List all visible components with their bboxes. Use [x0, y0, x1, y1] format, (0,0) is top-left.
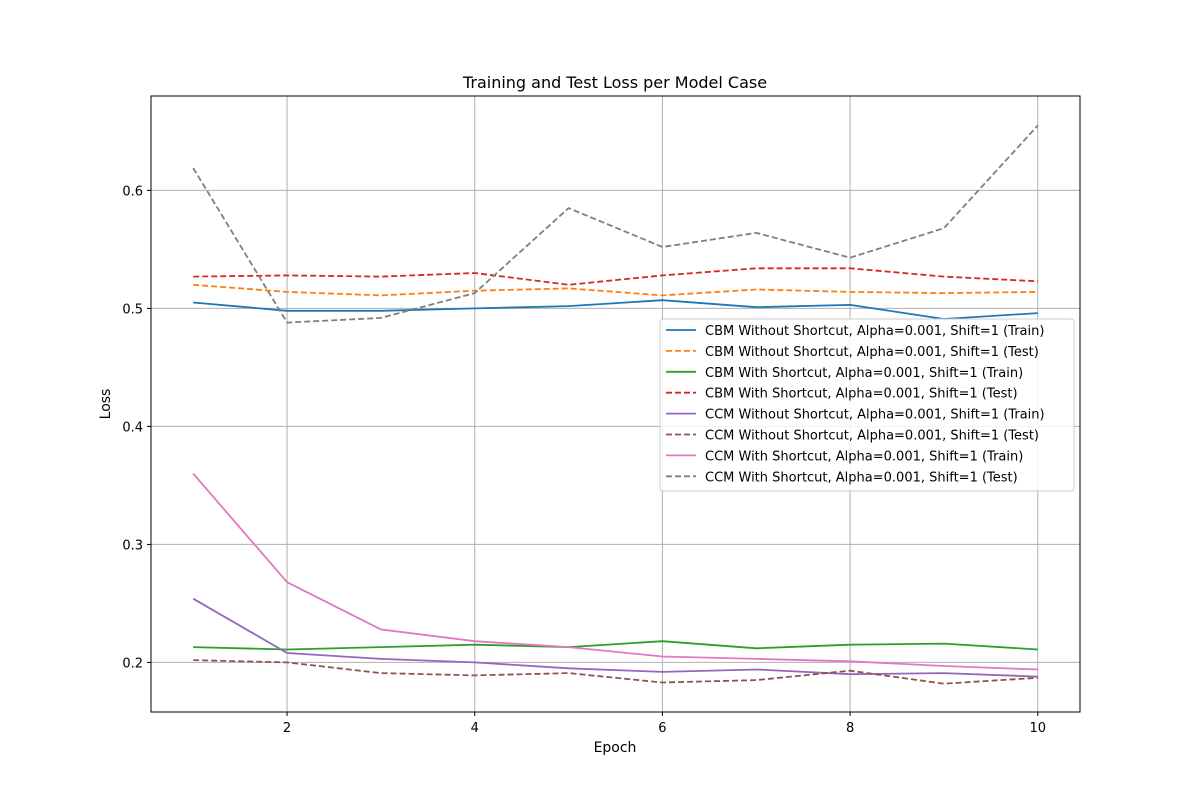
legend-label: CBM With Shortcut, Alpha=0.001, Shift=1 …	[705, 387, 1018, 402]
x-tick-label: 4	[471, 721, 479, 736]
legend-label: CCM Without Shortcut, Alpha=0.001, Shift…	[705, 408, 1045, 423]
chart-title: Training and Test Loss per Model Case	[462, 73, 767, 92]
plot-frame	[150, 95, 1081, 713]
x-tick-label: 2	[283, 721, 291, 736]
x-tick-label: 8	[846, 721, 854, 736]
legend-label: CCM Without Shortcut, Alpha=0.001, Shift…	[705, 429, 1039, 444]
legend-label: CBM Without Shortcut, Alpha=0.001, Shift…	[705, 345, 1039, 360]
series-line-5	[192, 597, 1038, 678]
legend-label: CCM With Shortcut, Alpha=0.001, Shift=1 …	[705, 449, 1023, 464]
y-tick-label: 0.3	[122, 538, 143, 553]
y-tick-label: 0.5	[122, 302, 143, 317]
y-tick-label: 0.4	[122, 420, 143, 435]
tick-layer: 2 4 6 8 10 0.2 0.3 0.4 0.5 0.6	[122, 184, 1046, 736]
legend: CBM Without Shortcut, Alpha=0.001, Shift…	[659, 318, 1075, 492]
series-line-3	[193, 640, 1038, 651]
y-tick-label: 0.2	[122, 656, 143, 671]
series-line-2	[193, 283, 1038, 297]
x-axis-label: Epoch	[594, 740, 637, 756]
series-line-7	[192, 473, 1038, 671]
x-tick-label: 6	[658, 721, 666, 736]
legend-label: CBM With Shortcut, Alpha=0.001, Shift=1 …	[705, 366, 1023, 381]
legend-box	[659, 318, 1075, 492]
series-line-1	[193, 299, 1038, 320]
series-line-8	[192, 124, 1039, 324]
series-layer	[192, 124, 1039, 685]
x-tick-label: 10	[1029, 721, 1046, 736]
legend-label: CCM With Shortcut, Alpha=0.001, Shift=1 …	[705, 470, 1018, 485]
series-line-6	[193, 659, 1038, 685]
series-line-4	[193, 267, 1038, 286]
legend-label: CBM Without Shortcut, Alpha=0.001, Shift…	[705, 324, 1044, 339]
y-axis-label: Loss	[98, 389, 114, 420]
y-tick-label: 0.6	[122, 184, 143, 199]
